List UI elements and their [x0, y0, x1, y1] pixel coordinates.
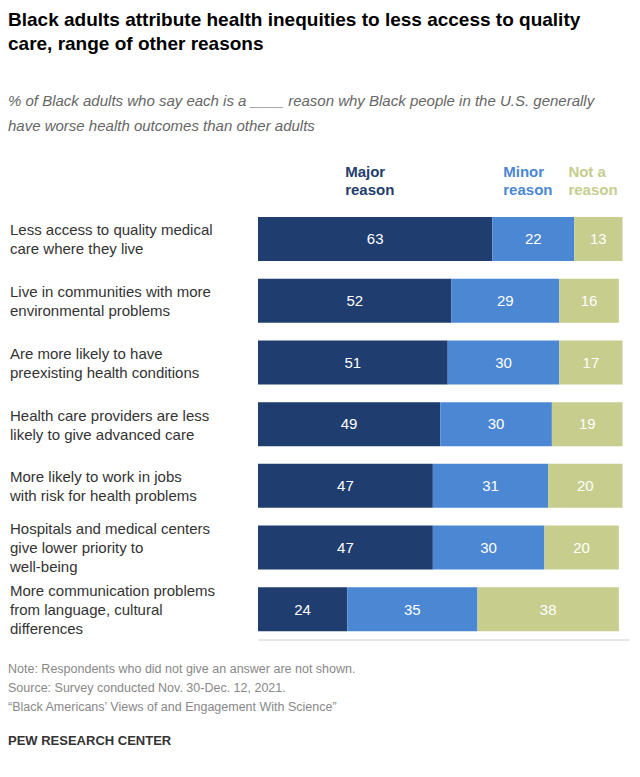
- svg-text:19: 19: [579, 415, 596, 432]
- svg-text:30: 30: [480, 539, 497, 556]
- svg-text:20: 20: [577, 477, 594, 494]
- svg-text:47: 47: [337, 539, 354, 556]
- svg-text:More communication problemsfro: More communication problemsfrom language…: [10, 582, 215, 637]
- svg-text:51: 51: [345, 354, 362, 371]
- html-text:Source: Survey conducted Nov.: Source: Survey conducted Nov. 30-Dec. 12…: [8, 681, 286, 695]
- svg-text:47: 47: [337, 477, 354, 494]
- svg-text:Live in communities with moree: Live in communities with moreenvironment…: [10, 283, 211, 319]
- svg-text:Hospitals and medical centersg: Hospitals and medical centersgive lower …: [9, 520, 210, 575]
- svg-text:Health care providers are less: Health care providers are lesslikely to …: [10, 406, 209, 442]
- svg-text:More likely to work in jobswit: More likely to work in jobswith risk for…: [9, 468, 197, 504]
- svg-text:49: 49: [341, 415, 358, 432]
- svg-text:16: 16: [581, 292, 598, 309]
- svg-text:17: 17: [583, 354, 600, 371]
- html-text:Not a reason: Not a reason: [568, 163, 618, 198]
- svg-text:20: 20: [573, 539, 590, 556]
- html-text:Major reason: Major reason: [345, 163, 395, 198]
- svg-text:Less access to quality medical: Less access to quality medicalcare where…: [10, 221, 213, 257]
- html-text:% of Black adults who say each: % of Black adults who say each is a ____…: [8, 92, 595, 134]
- svg-text:29: 29: [497, 292, 514, 309]
- svg-text:35: 35: [404, 601, 421, 618]
- svg-text:31: 31: [482, 477, 499, 494]
- html-text:Note: Respondents who did not: Note: Respondents who did not give an an…: [8, 662, 356, 676]
- html-text:Black adults attribute health: Black adults attribute health inequities…: [8, 9, 581, 54]
- svg-text:52: 52: [346, 292, 363, 309]
- svg-text:38: 38: [540, 601, 557, 618]
- svg-text:22: 22: [525, 230, 542, 247]
- svg-text:30: 30: [488, 415, 505, 432]
- svg-text:Are more likely to havepreexis: Are more likely to havepreexisting healt…: [10, 344, 199, 380]
- html-text:Minor reason: Minor reason: [503, 163, 553, 198]
- svg-text:24: 24: [294, 601, 311, 618]
- svg-text:30: 30: [495, 354, 512, 371]
- svg-text:13: 13: [590, 230, 607, 247]
- html-text:“Black Americans’ Views of and: “Black Americans’ Views of and Engagemen…: [8, 700, 337, 714]
- svg-text:63: 63: [367, 230, 384, 247]
- html-text:PEW RESEARCH CENTER: PEW RESEARCH CENTER: [8, 733, 172, 748]
